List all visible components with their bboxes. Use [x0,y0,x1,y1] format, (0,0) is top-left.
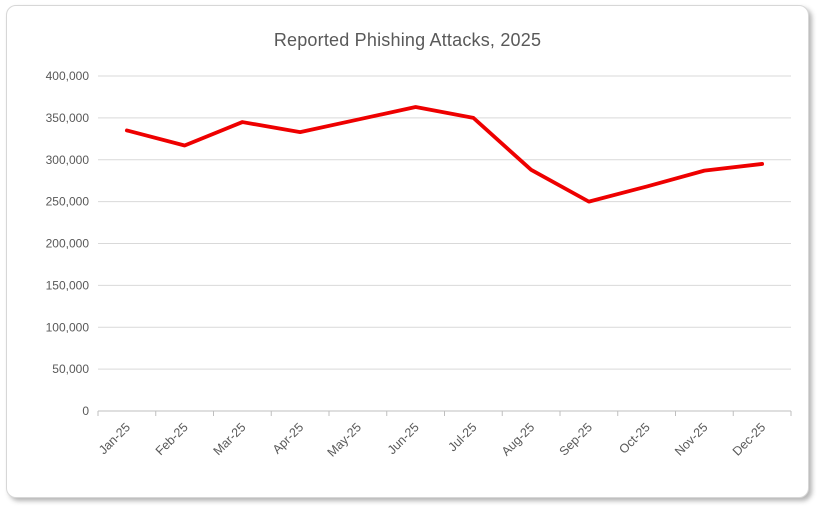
y-axis-tick-label: 250,000 [46,195,90,209]
y-axis-tick-label: 200,000 [46,237,90,251]
chart-title: Reported Phishing Attacks, 2025 [273,30,542,50]
y-axis-tick-label: 350,000 [46,111,90,125]
y-axis-tick-label: 0 [82,404,89,418]
x-axis-tick-label: Jan-25 [96,420,133,457]
y-axis-tick-label: 150,000 [46,278,90,292]
x-axis-tick-label: Dec-25 [730,420,768,458]
x-axis-tick-label: May-25 [325,420,364,459]
line-chart-plot-area: 0 50,000 100,000 150,000 200,000 250,000 300,0… [46,69,792,460]
y-axis-tick-label: 300,000 [46,153,90,167]
x-axis-tick-label: Jul-25 [446,420,480,454]
x-axis-tick-label: Nov-25 [672,420,710,458]
x-axis-tick-label: Apr-25 [270,420,306,456]
chart-container: Reported Phishing Attacks, 2025 0 50,000 1… [6,5,809,498]
x-axis-tick-label: Oct-25 [616,420,652,456]
data-line-series [124,105,765,204]
y-axis-tick-label: 50,000 [52,362,89,376]
y-axis-tick-label: 400,000 [46,69,90,83]
x-axis-tick-label: Mar-25 [211,420,249,458]
x-axis-tick-label: Aug-25 [499,420,537,458]
x-axis-tick-label: Sep-25 [557,420,595,458]
x-axis-tick-label: Feb-25 [153,420,191,458]
y-axis-tick-label: 100,000 [46,320,90,334]
x-axis-tick-label: Jun-25 [385,420,422,457]
